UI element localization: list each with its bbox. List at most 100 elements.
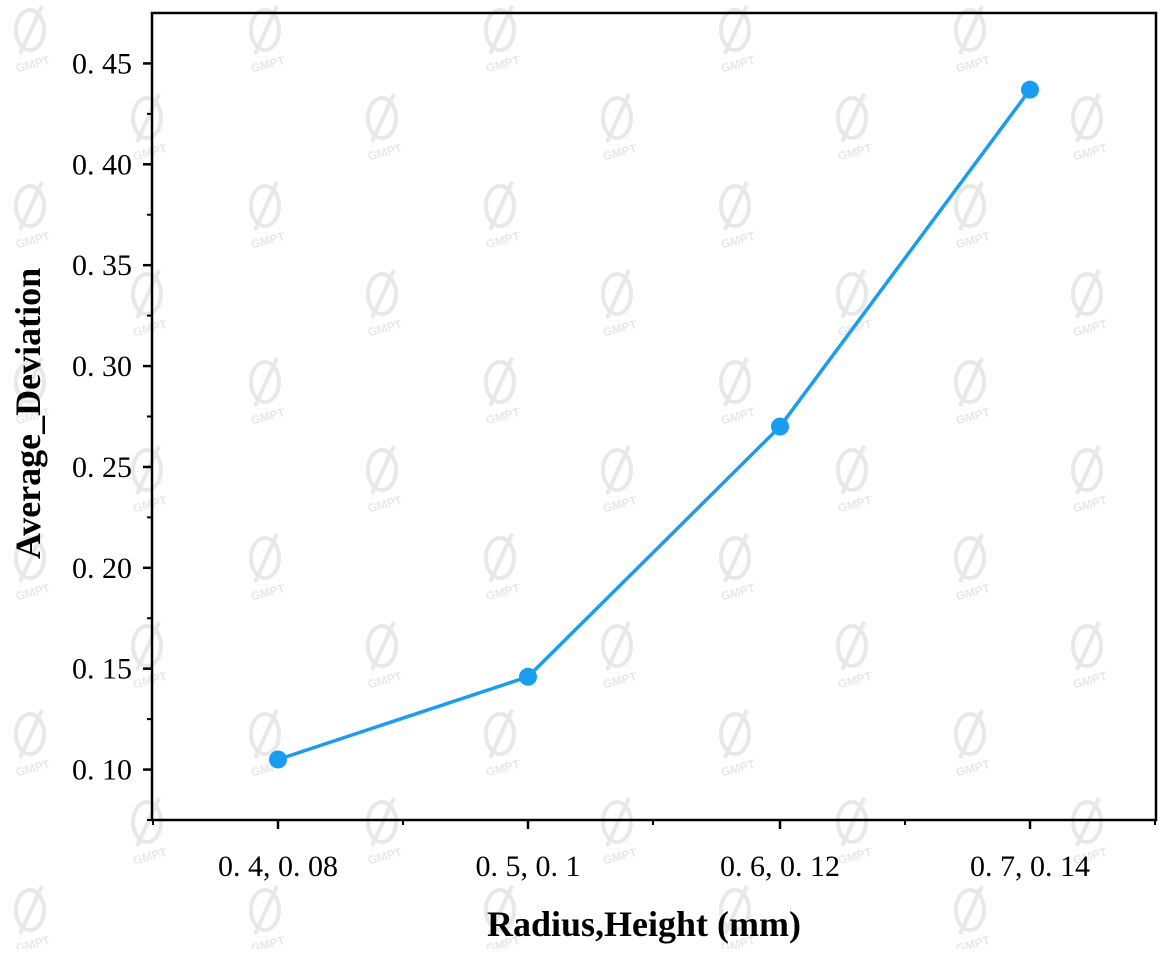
y-tick-label: 0. 15 xyxy=(72,653,132,686)
watermark-text: GMPT xyxy=(601,845,639,868)
watermark-logo: GMPT xyxy=(1071,445,1109,516)
watermark-text: GMPT xyxy=(836,493,874,516)
watermark-logo: GMPT xyxy=(249,709,287,779)
data-point xyxy=(519,667,537,686)
watermark-logo: GMPT xyxy=(954,533,992,603)
watermark-text: GMPT xyxy=(366,845,404,868)
watermark-layer: GMPT GMPT GMPT GMPT GMPT GMPT GMPT GMPT GMPT GMPT… xyxy=(14,5,1109,954)
watermark-text: GMPT xyxy=(719,53,757,76)
watermark-logo: GMPT xyxy=(366,445,404,516)
watermark-logo: GMPT xyxy=(131,93,169,163)
data-point xyxy=(771,417,789,436)
watermark-text: GMPT xyxy=(719,229,757,252)
y-tick-labels: 0. 10 0. 15 0. 20 0. 25 0. 30 0. 35 0. 40 0. 45 xyxy=(72,47,132,786)
watermark-text: GMPT xyxy=(14,933,52,949)
y-tick-label: 0. 20 xyxy=(72,552,132,585)
watermark-logo: GMPT xyxy=(719,533,757,603)
watermark-logo: GMPT xyxy=(836,797,874,868)
watermark-text: GMPT xyxy=(484,581,522,604)
watermark-text: GMPT xyxy=(836,845,874,868)
x-tick-labels: 0. 4, 0. 08 0. 5, 0. 1 0. 6, 0. 12 0. 7, 0.… xyxy=(218,850,1090,883)
watermark-logo: GMPT xyxy=(601,445,639,516)
watermark-logo: GMPT xyxy=(14,885,52,954)
watermark-logo: GMPT xyxy=(249,5,287,76)
axis-ticks xyxy=(143,62,1156,829)
y-axis-title: Average_Deviation xyxy=(8,268,48,559)
watermark-logo: GMPT xyxy=(484,5,522,75)
watermark-logo: GMPT xyxy=(954,5,992,76)
watermark-text: GMPT xyxy=(484,405,522,428)
watermark-text: GMPT xyxy=(1071,669,1109,692)
watermark-logo: GMPT xyxy=(14,5,52,76)
watermark-logo: GMPT xyxy=(719,357,757,427)
data-point xyxy=(1021,80,1039,99)
watermark-logo: GMPT xyxy=(601,797,639,868)
watermark-text: GMPT xyxy=(1071,141,1109,164)
y-tick-label: 0. 35 xyxy=(72,249,132,282)
watermark-text: GMPT xyxy=(249,53,287,76)
y-tick-label: 0. 25 xyxy=(72,451,132,484)
watermark-text: GMPT xyxy=(249,405,287,428)
watermark-text: GMPT xyxy=(14,757,52,780)
watermark-text: GMPT xyxy=(954,53,992,76)
watermark-text: GMPT xyxy=(366,141,404,164)
watermark-text: GMPT xyxy=(601,317,639,340)
y-tick-label: 0. 40 xyxy=(72,148,132,181)
watermark-text: GMPT xyxy=(836,141,874,164)
watermark-logo: GMPT xyxy=(249,357,287,428)
watermark-text: GMPT xyxy=(366,317,404,340)
watermark-logo: GMPT xyxy=(954,181,992,252)
watermark-logo: GMPT xyxy=(954,709,992,780)
watermark-logo: GMPT xyxy=(249,885,287,954)
watermark-text: GMPT xyxy=(601,141,639,164)
watermark-text: GMPT xyxy=(1071,493,1109,516)
watermark-logo: GMPT xyxy=(484,533,522,604)
watermark-logo: GMPT xyxy=(366,621,404,692)
watermark-logo: GMPT xyxy=(366,797,404,868)
series-layer xyxy=(269,80,1039,769)
watermark-logo: GMPT xyxy=(954,357,992,428)
watermark-logo: GMPT xyxy=(131,621,169,692)
watermark-text: GMPT xyxy=(14,229,52,252)
watermark-logo: GMPT xyxy=(601,621,639,692)
watermark-text: GMPT xyxy=(719,757,757,780)
watermark-logo: GMPT xyxy=(1071,269,1109,339)
watermark-logo: GMPT xyxy=(1071,93,1109,164)
watermark-logo: GMPT xyxy=(14,709,52,780)
watermark-logo: GMPT xyxy=(131,269,169,339)
watermark-text: GMPT xyxy=(836,669,874,692)
watermark-text: GMPT xyxy=(14,53,52,76)
watermark-text: GMPT xyxy=(484,229,522,252)
watermark-text: GMPT xyxy=(131,669,169,692)
x-tick-label: 0. 5, 0. 1 xyxy=(476,850,581,883)
watermark-text: GMPT xyxy=(954,405,992,428)
watermark-logo: GMPT xyxy=(719,709,757,780)
watermark-text: GMPT xyxy=(954,229,992,252)
watermark-text: GMPT xyxy=(131,493,169,516)
watermark-logo: GMPT xyxy=(131,797,169,868)
watermark-logo: GMPT xyxy=(366,269,404,340)
series-line xyxy=(277,88,1032,762)
watermark-logo: GMPT xyxy=(249,181,287,251)
watermark-text: GMPT xyxy=(601,493,639,516)
watermark-text: GMPT xyxy=(954,757,992,780)
x-tick-label: 0. 6, 0. 12 xyxy=(720,850,840,883)
watermark-text: GMPT xyxy=(366,493,404,516)
x-tick-label: 0. 4, 0. 08 xyxy=(218,850,338,883)
watermark-text: GMPT xyxy=(249,581,287,604)
y-tick-label: 0. 30 xyxy=(72,350,132,383)
watermark-logo: GMPT xyxy=(601,93,639,164)
watermark-text: GMPT xyxy=(131,845,169,868)
watermark-logo: GMPT xyxy=(484,357,522,428)
watermark-logo: GMPT xyxy=(366,93,404,164)
watermark-text: GMPT xyxy=(601,669,639,692)
watermark-text: GMPT xyxy=(954,933,992,949)
watermark-text: GMPT xyxy=(484,757,522,780)
watermark-text: GMPT xyxy=(366,669,404,692)
watermark-logo: GMPT xyxy=(836,621,874,692)
watermark-logo: GMPT xyxy=(484,709,522,780)
watermark-logo: GMPT xyxy=(1071,621,1109,692)
watermark-text: GMPT xyxy=(14,581,52,604)
